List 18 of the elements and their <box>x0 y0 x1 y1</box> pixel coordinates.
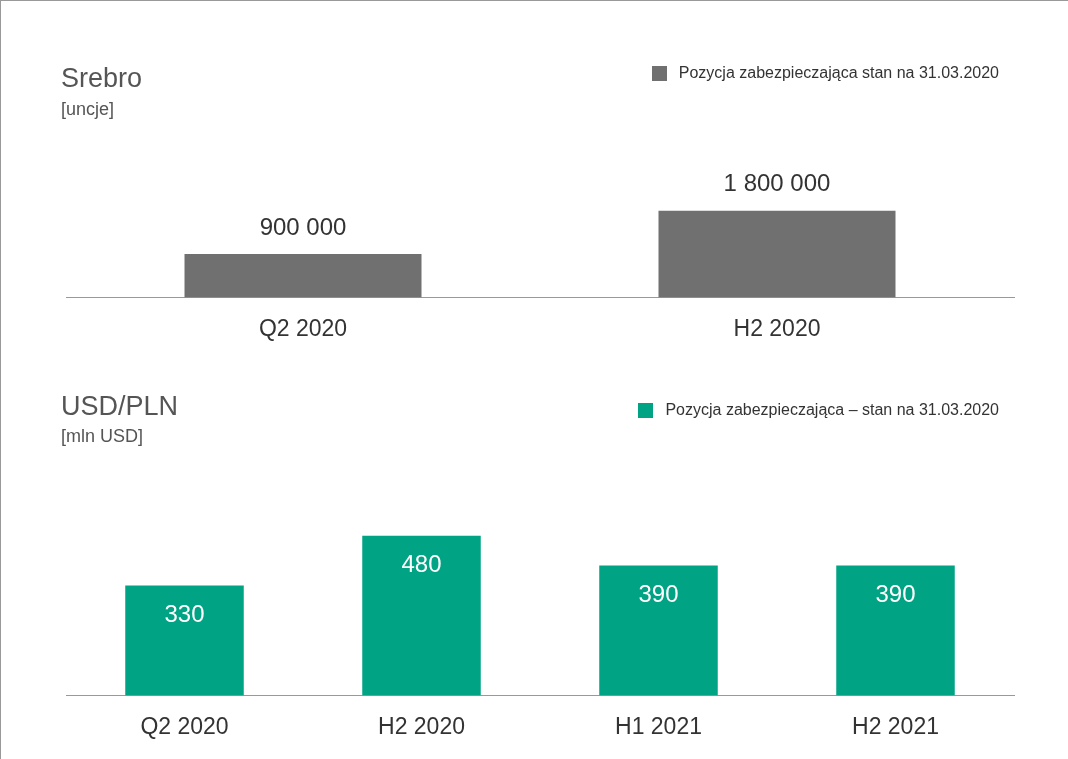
chart-subtitle: [mln USD] <box>61 426 144 447</box>
data-label: 900 000 <box>259 212 347 240</box>
chart-subtitle: [uncje] <box>61 99 115 120</box>
legend-label: Pozycja zabezpieczająca – stan na 31.03.2020 <box>665 401 999 419</box>
x-tick-label: H1 2021 <box>615 712 702 739</box>
x-tick-label: H2 2020 <box>378 712 465 739</box>
data-label: 480 <box>401 550 442 578</box>
data-label: 330 <box>164 600 205 628</box>
data-label: 390 <box>638 580 679 608</box>
chart-title: Srebro <box>61 63 143 94</box>
data-label: 1 800 000 <box>723 169 831 197</box>
x-tick-label: H2 2020 <box>733 314 821 341</box>
legend-label: Pozycja zabezpieczająca stan na 31.03.2020 <box>678 64 999 82</box>
data-label: 390 <box>875 580 916 608</box>
x-tick-label: H2 2021 <box>852 712 939 739</box>
chart-title: USD/PLN <box>61 391 179 422</box>
x-tick-label: Q2 2020 <box>140 712 229 739</box>
x-tick-label: Q2 2020 <box>258 314 348 341</box>
